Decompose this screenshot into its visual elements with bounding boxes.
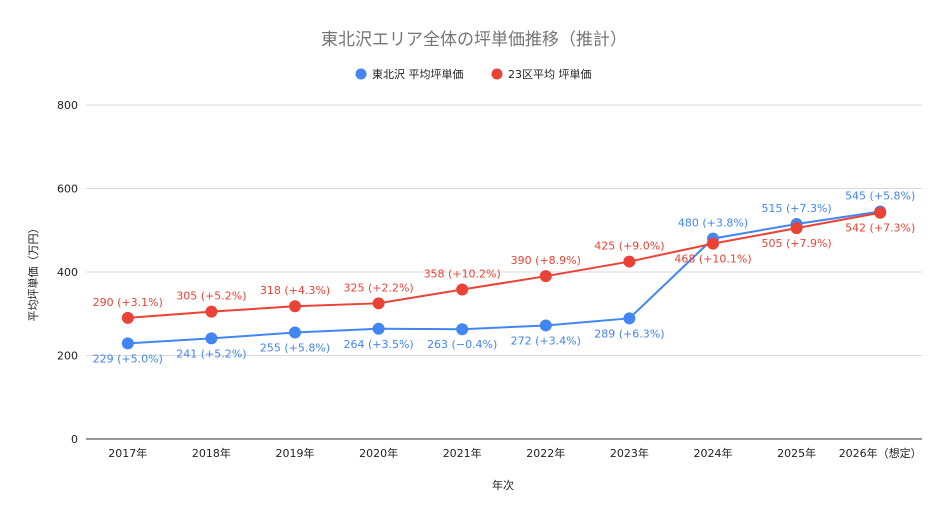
data-point — [289, 300, 301, 313]
x-tick-label: 2025年 — [777, 446, 816, 460]
y-tick-label: 200 — [57, 350, 78, 363]
data-label: 305 (+5.2%) — [176, 290, 246, 303]
data-label: 468 (+10.1%) — [674, 253, 751, 266]
y-tick-label: 0 — [71, 433, 78, 446]
x-tick-label: 2019年 — [276, 446, 315, 460]
data-label: 390 (+8.9%) — [511, 254, 581, 267]
chart-title: 東北沢エリア全体の坪単価推移（推計） — [321, 30, 627, 50]
y-axis-title: 平均坪単価（万円） — [26, 223, 40, 322]
data-point — [456, 323, 469, 336]
x-tick-label: 2023年 — [610, 446, 649, 460]
data-point — [539, 270, 552, 283]
data-point — [372, 322, 385, 335]
data-point — [623, 312, 636, 325]
data-label: 425 (+9.0%) — [594, 240, 664, 253]
data-point — [539, 319, 552, 332]
x-tick-label: 2024年 — [694, 446, 733, 460]
x-tick-label: 2018年 — [192, 446, 231, 460]
legend: 東北沢 平均坪単価 23区平均 坪単価 — [355, 67, 592, 81]
data-label: 542 (+7.3%) — [845, 222, 915, 235]
x-tick-label: 2026年（想定） — [839, 446, 922, 460]
data-label: 545 (+5.8%) — [845, 189, 915, 202]
data-label: 505 (+7.9%) — [761, 237, 831, 250]
data-point — [289, 326, 301, 339]
data-label: 272 (+3.4%) — [511, 334, 581, 347]
y-axis-ticks: 0 200 400 600 800 — [57, 99, 78, 446]
data-point — [456, 283, 469, 296]
data-label: 263 (−0.4%) — [427, 338, 497, 351]
data-point — [372, 297, 385, 310]
data-point — [205, 305, 218, 318]
y-tick-label: 800 — [57, 99, 78, 112]
data-label: 480 (+3.8%) — [678, 217, 748, 230]
legend-label: 23区平均 坪単価 — [508, 67, 592, 81]
data-label: 325 (+2.2%) — [343, 281, 413, 294]
data-label: 318 (+4.3%) — [260, 284, 330, 297]
data-label: 289 (+6.3%) — [594, 327, 664, 340]
data-point — [623, 255, 636, 268]
gridlines — [86, 104, 922, 440]
legend-marker — [491, 68, 503, 80]
data-point — [205, 332, 218, 345]
data-point — [121, 337, 134, 350]
x-axis-title: 年次 — [492, 478, 514, 492]
data-point — [874, 206, 887, 219]
data-label: 229 (+5.0%) — [93, 352, 163, 365]
data-label: 264 (+3.5%) — [343, 338, 413, 351]
data-point — [790, 222, 803, 235]
data-label: 241 (+5.2%) — [176, 347, 246, 360]
data-point — [707, 237, 719, 250]
data-label: 358 (+10.2%) — [424, 268, 501, 281]
data-label: 290 (+3.1%) — [93, 296, 163, 309]
legend-label: 東北沢 平均坪単価 — [372, 67, 464, 81]
series-2: 290 (+3.1%) 305 (+5.2%) 318 (+4.3%) 325 (+2… — [93, 206, 915, 324]
data-point — [121, 311, 134, 324]
x-tick-label: 2017年 — [108, 446, 147, 460]
series-line — [127, 211, 881, 319]
legend-marker — [355, 68, 367, 80]
x-tick-label: 2020年 — [359, 446, 398, 460]
x-axis-ticks: 2017年 2018年 2019年 2020年 2021年 2022年 2023年 2024年… — [108, 446, 921, 460]
x-tick-label: 2021年 — [443, 446, 482, 460]
series-1: 229 (+5.0%) 241 (+5.2%) 255 (+5.8%) 264 (+3… — [93, 189, 916, 365]
data-label: 255 (+5.8%) — [260, 342, 330, 355]
series-line — [127, 210, 881, 345]
y-tick-label: 600 — [57, 183, 78, 196]
series-layer: 229 (+5.0%) 241 (+5.2%) 255 (+5.8%) 264 (+3… — [93, 189, 916, 365]
y-tick-label: 400 — [57, 266, 78, 279]
data-label: 515 (+7.3%) — [761, 202, 831, 215]
x-tick-label: 2022年 — [526, 446, 565, 460]
